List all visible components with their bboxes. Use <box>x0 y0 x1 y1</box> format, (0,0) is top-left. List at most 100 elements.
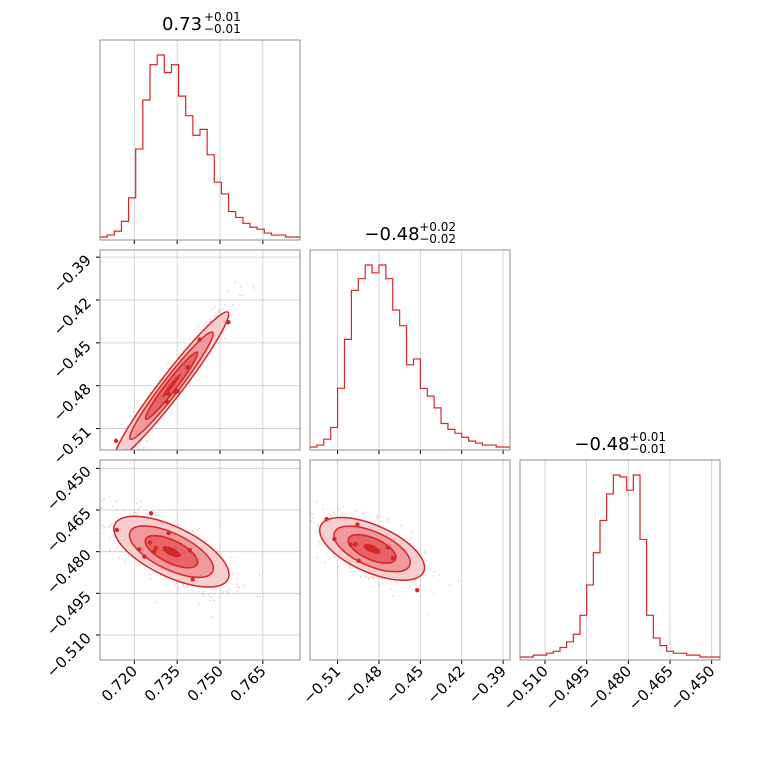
plot-area-p20 <box>78 495 262 618</box>
sample-point <box>119 454 121 456</box>
plot-area-p22 <box>520 474 720 660</box>
y-tick-label: −0.480 <box>43 546 95 598</box>
sample-point <box>116 462 118 464</box>
sample-point <box>318 540 321 543</box>
sample-point <box>363 512 366 515</box>
sample-point <box>378 583 381 586</box>
sample-point <box>146 513 149 516</box>
contour-island <box>153 545 158 551</box>
sample-point <box>176 523 179 526</box>
contour-level-3 <box>162 373 181 398</box>
sample-point <box>339 512 342 515</box>
sample-point <box>337 507 340 510</box>
sample-point <box>228 588 231 591</box>
sample-point <box>117 458 119 460</box>
sample-point <box>106 456 108 458</box>
contour-island <box>324 516 329 522</box>
sample-point <box>151 515 153 518</box>
panels: 0.73 +0.01−0.01−0.39−0.42−0.45−0.48−0.51−… <box>43 10 721 714</box>
sample-point <box>104 476 106 478</box>
sample-point <box>101 482 103 484</box>
contour-level-3 <box>363 543 381 554</box>
sample-point <box>96 481 98 483</box>
sample-point <box>215 312 217 314</box>
sample-point <box>306 518 308 520</box>
sample-point <box>232 304 235 306</box>
sample-point <box>107 465 109 467</box>
sample-point <box>151 429 153 432</box>
contour-island <box>136 547 142 552</box>
sample-point <box>221 308 224 311</box>
frame-p00 <box>99 39 301 241</box>
sample-point <box>108 495 111 498</box>
panel-title-minus: −0.01 <box>204 22 241 36</box>
sample-point <box>312 517 314 520</box>
sample-point <box>119 455 121 457</box>
x-tick-label: −0.480 <box>583 662 635 714</box>
contour-island <box>147 540 153 545</box>
sample-point <box>368 577 371 580</box>
sample-point <box>103 526 106 529</box>
sample-point <box>213 315 215 318</box>
sample-point <box>192 528 195 531</box>
sample-point <box>197 325 199 328</box>
sample-point <box>155 515 158 518</box>
contour-island <box>415 588 420 593</box>
sample-point <box>409 537 412 539</box>
sample-point <box>212 599 215 602</box>
sample-point <box>96 528 98 530</box>
sample-point <box>324 561 326 564</box>
sample-point <box>102 532 105 535</box>
contour-level-3 <box>162 546 181 558</box>
x-tick-label: 0.735 <box>141 662 184 705</box>
sample-point <box>198 527 200 530</box>
panel-title-plus: +0.02 <box>419 220 456 234</box>
sample-point <box>416 548 418 551</box>
plot-area-p00 <box>100 54 300 240</box>
sample-point <box>377 517 380 519</box>
sample-point <box>133 511 136 514</box>
sample-point <box>139 441 142 443</box>
sample-point <box>235 573 238 575</box>
sample-point <box>396 590 399 593</box>
sample-point <box>316 556 319 559</box>
frame-p20 <box>99 459 301 661</box>
sample-point <box>376 515 379 517</box>
sample-point <box>78 502 80 504</box>
sample-point <box>210 587 212 590</box>
contour-island <box>390 555 396 561</box>
sample-point <box>208 593 210 595</box>
sample-point <box>116 500 119 502</box>
y-tick-label: −0.45 <box>50 337 95 382</box>
contour-island <box>332 536 337 542</box>
contour-island <box>185 365 190 370</box>
sample-point <box>108 471 110 473</box>
sample-point <box>116 451 118 453</box>
contour-island <box>151 549 157 554</box>
sample-point <box>253 289 255 291</box>
sample-point <box>237 592 239 595</box>
panel-title-value: 0.73 <box>162 14 202 35</box>
sample-point <box>349 567 352 569</box>
sample-point <box>423 552 426 555</box>
sample-point <box>238 586 241 589</box>
sample-point <box>227 308 230 311</box>
sample-point <box>109 524 111 527</box>
sample-point <box>217 311 220 313</box>
sample-point <box>348 565 351 568</box>
sample-point <box>235 590 238 593</box>
sample-point <box>136 513 139 516</box>
sample-point <box>138 444 141 446</box>
sample-point <box>175 582 178 585</box>
sample-point <box>317 523 320 526</box>
sample-point <box>218 309 221 312</box>
contour-island <box>114 527 120 533</box>
sample-point <box>320 543 323 546</box>
sample-point <box>230 556 233 559</box>
plot-area-p21 <box>306 500 460 615</box>
sample-point <box>424 559 427 562</box>
panel-p21: −0.51−0.48−0.45−0.42−0.39 <box>299 459 511 707</box>
sample-point <box>355 510 358 513</box>
frame-p10 <box>99 249 301 451</box>
contour-island <box>166 531 171 536</box>
